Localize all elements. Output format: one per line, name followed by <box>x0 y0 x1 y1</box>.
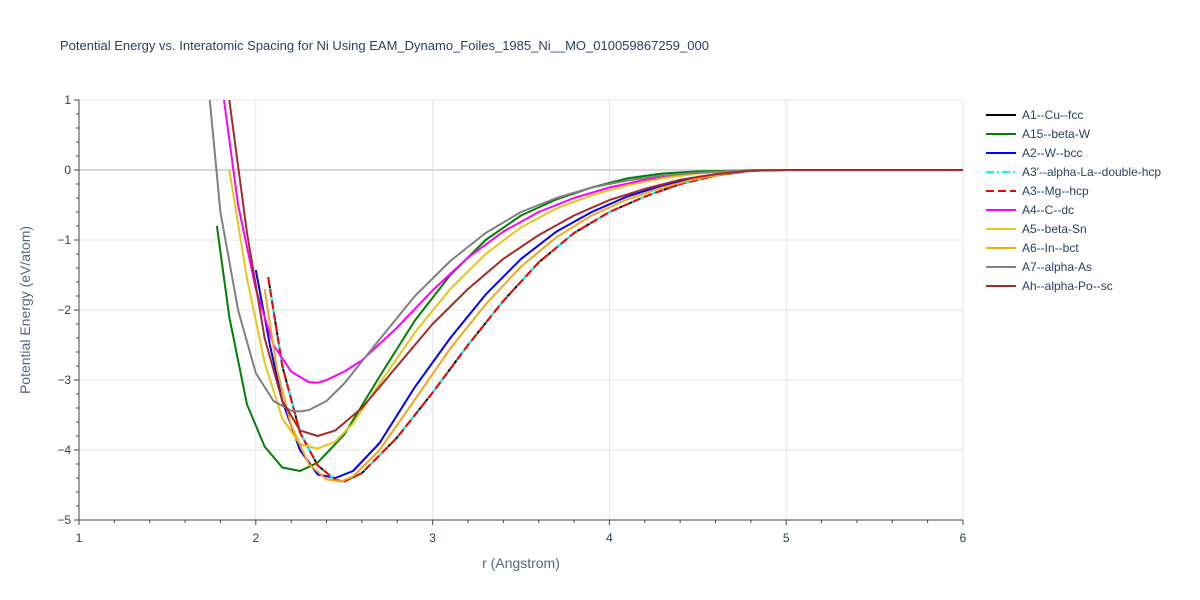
x-tick-label: 3 <box>429 531 436 545</box>
series-line-a3-alpha-la-double-hcp <box>267 169 963 483</box>
legend-item[interactable]: A15--beta-W <box>986 127 1091 141</box>
legend-item[interactable]: A1--Cu--fcc <box>986 108 1083 122</box>
chart-title: Potential Energy vs. Interatomic Spacing… <box>60 38 709 53</box>
series-line-a5-beta-sn <box>228 169 963 450</box>
legend-label: A3--Mg--hcp <box>1022 184 1089 198</box>
series-line-a15-beta-w <box>215 169 963 472</box>
grid <box>79 99 964 520</box>
series-line-a6-in-bct <box>263 169 963 483</box>
series-line-a1-cu-fcc <box>267 169 963 483</box>
legend-item[interactable]: A6--In--bct <box>986 241 1079 255</box>
y-tick-label: −1 <box>57 233 71 247</box>
legend-item[interactable]: A3--Mg--hcp <box>986 184 1089 198</box>
y-axis-label: Potential Energy (eV/atom) <box>17 226 33 394</box>
x-tick-label: 4 <box>606 531 613 545</box>
legend-item[interactable]: A5--beta-Sn <box>986 222 1087 236</box>
series-group <box>208 100 963 483</box>
legend: A1--Cu--fcc A15--beta-W A2--W--bcc A3'--alp… <box>986 108 1161 293</box>
legend-label: A15--beta-W <box>1022 127 1091 141</box>
legend-label: A6--In--bct <box>1022 241 1079 255</box>
series-line-ah-alpha-po-sc <box>228 100 963 437</box>
legend-label: A7--alpha-As <box>1022 260 1092 274</box>
y-tick-label: 1 <box>64 93 71 107</box>
series-line-a4-c-dc <box>223 100 963 384</box>
y-tick-label: −2 <box>57 303 71 317</box>
x-tick-label: 5 <box>783 531 790 545</box>
legend-label: A2--W--bcc <box>1022 146 1082 160</box>
x-tick-label: 1 <box>76 531 83 545</box>
legend-item[interactable]: A3'--alpha-La--double-hcp <box>986 165 1161 179</box>
x-tick-label: 2 <box>252 531 259 545</box>
y-tick-label: −4 <box>57 443 71 457</box>
y-tick-label: −3 <box>57 373 71 387</box>
legend-label: A5--beta-Sn <box>1022 222 1087 236</box>
legend-label: A1--Cu--fcc <box>1022 108 1083 122</box>
y-tick-label: 0 <box>64 163 71 177</box>
legend-label: A4--C--dc <box>1022 203 1074 217</box>
legend-label: A3'--alpha-La--double-hcp <box>1022 165 1161 179</box>
legend-item[interactable]: A2--W--bcc <box>986 146 1082 160</box>
x-tick-label: 6 <box>960 531 967 545</box>
y-tick-label: −5 <box>57 513 71 527</box>
series-line-a3-mg-hcp <box>267 169 963 483</box>
legend-item[interactable]: Ah--alpha-Po--sc <box>986 279 1113 293</box>
legend-item[interactable]: A4--C--dc <box>986 203 1074 217</box>
series-line-a7-alpha-as <box>208 100 963 413</box>
axes: 1 2 3 4 5 6 1 0 −1 −2 −3 −4 −5 <box>57 93 966 545</box>
legend-item[interactable]: A7--alpha-As <box>986 260 1092 274</box>
legend-label: Ah--alpha-Po--sc <box>1022 279 1113 293</box>
x-axis-label: r (Angstrom) <box>482 555 560 571</box>
